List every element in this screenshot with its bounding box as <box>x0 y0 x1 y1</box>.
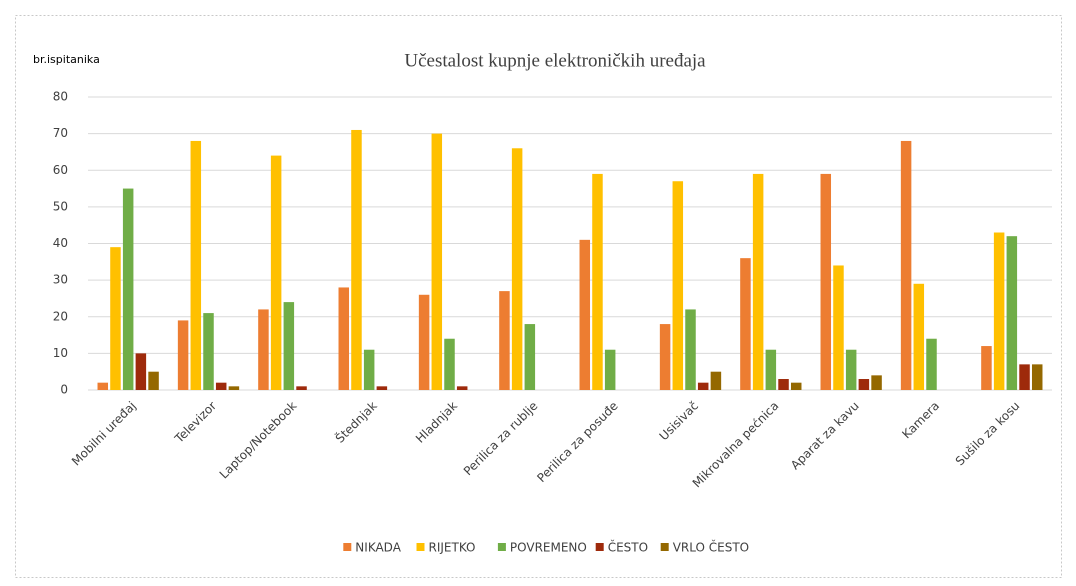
bar <box>376 386 388 390</box>
y-tick-label: 60 <box>53 163 68 177</box>
bar <box>190 140 202 390</box>
y-tick-label: 30 <box>53 273 68 287</box>
bar <box>820 173 832 390</box>
bar <box>659 324 671 390</box>
bar <box>203 313 214 390</box>
y-tick-label: 70 <box>53 126 68 140</box>
y-axis-label: br.ispitanika <box>33 53 100 66</box>
legend-label: VRLO ČESTO <box>673 540 749 555</box>
y-tick-label: 80 <box>53 90 68 104</box>
bar <box>258 309 269 390</box>
bar <box>858 379 870 390</box>
bar <box>351 129 362 390</box>
bar <box>97 382 109 390</box>
legend-swatch <box>660 543 669 551</box>
bar <box>845 349 857 390</box>
legend-swatch <box>595 543 604 551</box>
bar <box>270 155 282 390</box>
bar <box>900 140 912 390</box>
bar <box>122 188 134 390</box>
bar <box>363 349 375 390</box>
y-tick-label: 20 <box>53 309 68 323</box>
bar <box>981 346 992 390</box>
bar <box>752 173 764 390</box>
chart-title: Učestalost kupnje elektroničkih uređaja <box>404 50 706 71</box>
bar <box>418 294 430 390</box>
bar <box>283 302 295 390</box>
bar <box>444 338 455 390</box>
legend-label: RIJETKO <box>429 541 476 555</box>
bar <box>672 181 684 390</box>
bar <box>913 283 925 390</box>
y-tick-label: 50 <box>53 199 68 213</box>
bar <box>778 379 789 390</box>
legend-label: ČESTO <box>608 540 648 555</box>
bar <box>833 265 844 390</box>
bar <box>790 382 802 390</box>
bar <box>511 148 523 390</box>
y-tick-label: 40 <box>53 236 68 250</box>
bar <box>685 309 696 390</box>
bar <box>740 258 751 390</box>
legend-swatch <box>497 543 506 551</box>
bar <box>604 349 616 390</box>
legend-label: POVREMENO <box>510 541 587 555</box>
bar <box>697 382 709 390</box>
bar <box>148 371 159 390</box>
bar <box>431 133 443 390</box>
bar <box>710 371 722 390</box>
legend-label: NIKADA <box>355 541 401 555</box>
bar <box>871 375 882 390</box>
bar <box>926 338 937 390</box>
bar <box>1019 364 1030 390</box>
bar <box>499 291 510 390</box>
bar <box>228 386 240 390</box>
bar <box>338 287 350 390</box>
bar <box>456 386 468 390</box>
bar <box>296 386 307 390</box>
bar <box>592 173 603 390</box>
bar <box>215 382 227 390</box>
bar <box>177 320 189 390</box>
bar <box>135 353 147 390</box>
bar <box>524 324 536 390</box>
bar <box>1031 364 1043 390</box>
y-tick-label: 10 <box>53 346 68 360</box>
legend-swatch <box>343 543 352 551</box>
y-tick-label: 0 <box>60 383 68 397</box>
chart-frame <box>15 15 1062 578</box>
bar <box>1006 236 1018 390</box>
bar <box>579 239 591 390</box>
bar <box>993 232 1005 390</box>
bar <box>765 349 777 390</box>
bar <box>110 247 121 390</box>
legend-swatch <box>416 543 425 551</box>
